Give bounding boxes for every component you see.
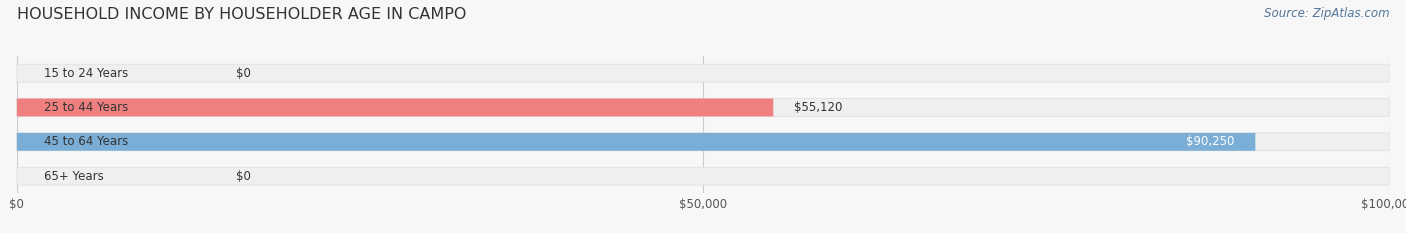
Text: HOUSEHOLD INCOME BY HOUSEHOLDER AGE IN CAMPO: HOUSEHOLD INCOME BY HOUSEHOLDER AGE IN C…	[17, 7, 467, 22]
Text: 65+ Years: 65+ Years	[45, 170, 104, 183]
FancyBboxPatch shape	[17, 133, 1389, 151]
Text: $90,250: $90,250	[1187, 135, 1234, 148]
Text: Source: ZipAtlas.com: Source: ZipAtlas.com	[1264, 7, 1389, 20]
Text: 45 to 64 Years: 45 to 64 Years	[45, 135, 128, 148]
Text: 25 to 44 Years: 25 to 44 Years	[45, 101, 128, 114]
FancyBboxPatch shape	[17, 99, 773, 116]
FancyBboxPatch shape	[17, 99, 1389, 116]
FancyBboxPatch shape	[17, 133, 1256, 151]
Text: $0: $0	[236, 170, 252, 183]
Text: $0: $0	[236, 67, 252, 80]
Text: $55,120: $55,120	[794, 101, 842, 114]
FancyBboxPatch shape	[17, 167, 1389, 185]
FancyBboxPatch shape	[17, 64, 1389, 82]
Text: 15 to 24 Years: 15 to 24 Years	[45, 67, 128, 80]
